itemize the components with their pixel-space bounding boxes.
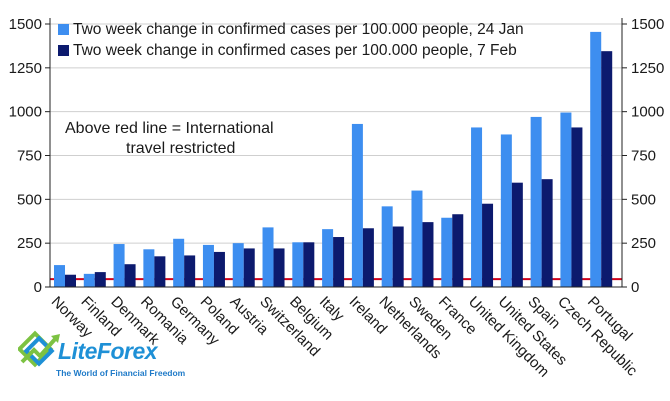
liteforex-logo: LiteForex The World of Financial Freedom [18,328,208,388]
legend-label-feb: Two week change in confirmed cases per 1… [73,42,517,59]
bar-jan-italy [322,229,334,287]
legend-swatch-jan [58,24,69,35]
bar-feb-finland [94,272,106,287]
bar-feb-france [452,214,464,287]
legend: Two week change in confirmed cases per 1… [58,21,524,59]
left-tick-label: 1000 [9,104,42,121]
liteforex-logo-icon [18,330,60,368]
right-tick-label: 250 [631,235,656,252]
annotation-line-1: Above red line = International [65,120,274,137]
annotation-line-2: travel restricted [126,140,235,157]
bar-feb-united-kingdom [482,203,494,287]
bar-feb-poland [213,251,225,287]
bar-jan-netherlands [381,206,393,287]
left-tick-label: 250 [17,235,42,252]
bar-jan-ireland [351,123,363,287]
bar-jan-austria [232,243,244,287]
bar-jan-poland [202,244,214,287]
legend-label-jan: Two week change in confirmed cases per 1… [73,21,524,38]
bar-jan-spain [530,116,542,287]
legend-swatch-feb [58,45,69,56]
right-axis: 0 250 500 750 1000 1250 1500 [621,16,664,296]
bar-feb-sweden [422,222,434,287]
bar-feb-portugal [601,51,613,287]
bar-jan-czech-republic [560,112,572,287]
left-tick-label: 750 [17,148,42,165]
bar-feb-spain [541,179,553,287]
bar-jan-finland [83,273,95,287]
right-tick-label: 500 [631,191,656,208]
bar-feb-czech-republic [571,127,583,288]
right-tick-label: 1000 [631,104,664,121]
left-tick-label: 1500 [9,16,42,33]
bar-jan-norway [54,265,65,287]
bar-jan-belgium [292,242,304,287]
bar-jan-switzerland [262,227,274,287]
right-tick-label: 1500 [631,16,664,33]
gridlines [50,23,622,244]
bar-feb-netherlands [392,226,404,287]
bar-jan-united-kingdom [471,127,483,288]
bar-jan-portugal [590,31,602,287]
left-tick-label: 0 [34,279,42,296]
bar-feb-romania [154,256,166,287]
bar-feb-belgium [303,242,315,287]
logo-brand-text: LiteForex [58,338,158,364]
bar-jan-romania [143,249,155,287]
left-tick-label: 500 [17,191,42,208]
bar-feb-austria [243,248,255,287]
bar-feb-switzerland [273,248,285,287]
bar-jan-germany [173,238,185,287]
right-tick-label: 750 [631,148,656,165]
bar-feb-norway [65,274,76,287]
left-axis: 0 250 500 750 1000 1250 1500 [9,16,51,296]
logo-tagline: The World of Financial Freedom [56,368,186,378]
right-tick-label: 1250 [631,60,664,77]
bar-feb-ireland [362,228,374,287]
bar-feb-denmark [124,264,136,287]
right-tick-label: 0 [631,279,639,296]
left-tick-label: 1250 [9,60,42,77]
bar-feb-italy [333,237,345,287]
bar-feb-germany [184,255,196,287]
bar-jan-sweden [411,190,423,287]
bar-jan-united-states [500,134,512,287]
bar-jan-denmark [113,244,125,287]
bar-jan-france [441,217,453,287]
bar-feb-united-states [511,182,523,287]
bars [50,31,622,288]
